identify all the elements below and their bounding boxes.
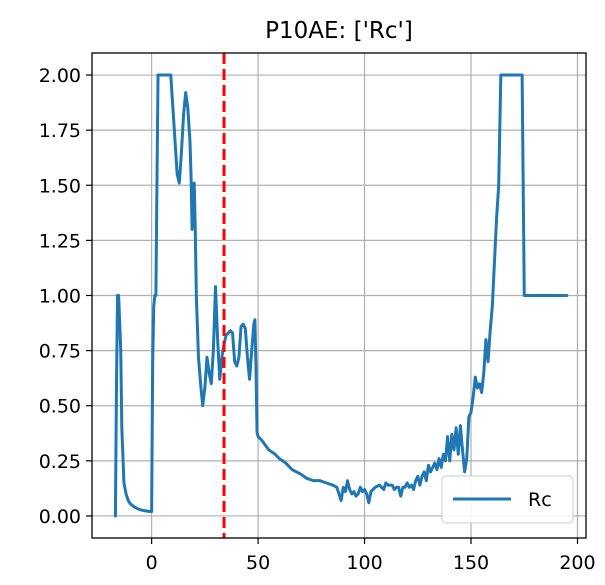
- y-tick-label: 1.25: [39, 230, 81, 252]
- y-tick-label: 2.00: [39, 65, 81, 87]
- y-tick-label: 0.75: [39, 341, 81, 363]
- legend-label-rc: Rc: [528, 489, 552, 511]
- chart-title: P10AE: ['Rc']: [265, 18, 413, 44]
- series-layer: [113, 73, 569, 518]
- x-tick-label: 200: [559, 552, 595, 574]
- y-tick-label: 1.50: [39, 175, 81, 197]
- y-tick-label: 0.50: [39, 396, 81, 418]
- y-tick-label: 0.00: [39, 506, 81, 528]
- series-line-rc: [113, 73, 569, 518]
- x-tick-label: 0: [146, 552, 158, 574]
- x-tick-label: 50: [246, 552, 270, 574]
- y-tick-label: 1.00: [39, 286, 81, 308]
- y-tick-label: 1.75: [39, 120, 81, 142]
- grid: [92, 53, 586, 538]
- x-tick-label: 100: [346, 552, 382, 574]
- y-tick-label: 0.25: [39, 451, 81, 473]
- x-tick-label: 150: [453, 552, 489, 574]
- ticks: 0 50 100 150 200 0.00 0.25 0.50 0.75 1.00 1.25 1.50…: [39, 65, 596, 574]
- legend: Rc: [441, 475, 574, 524]
